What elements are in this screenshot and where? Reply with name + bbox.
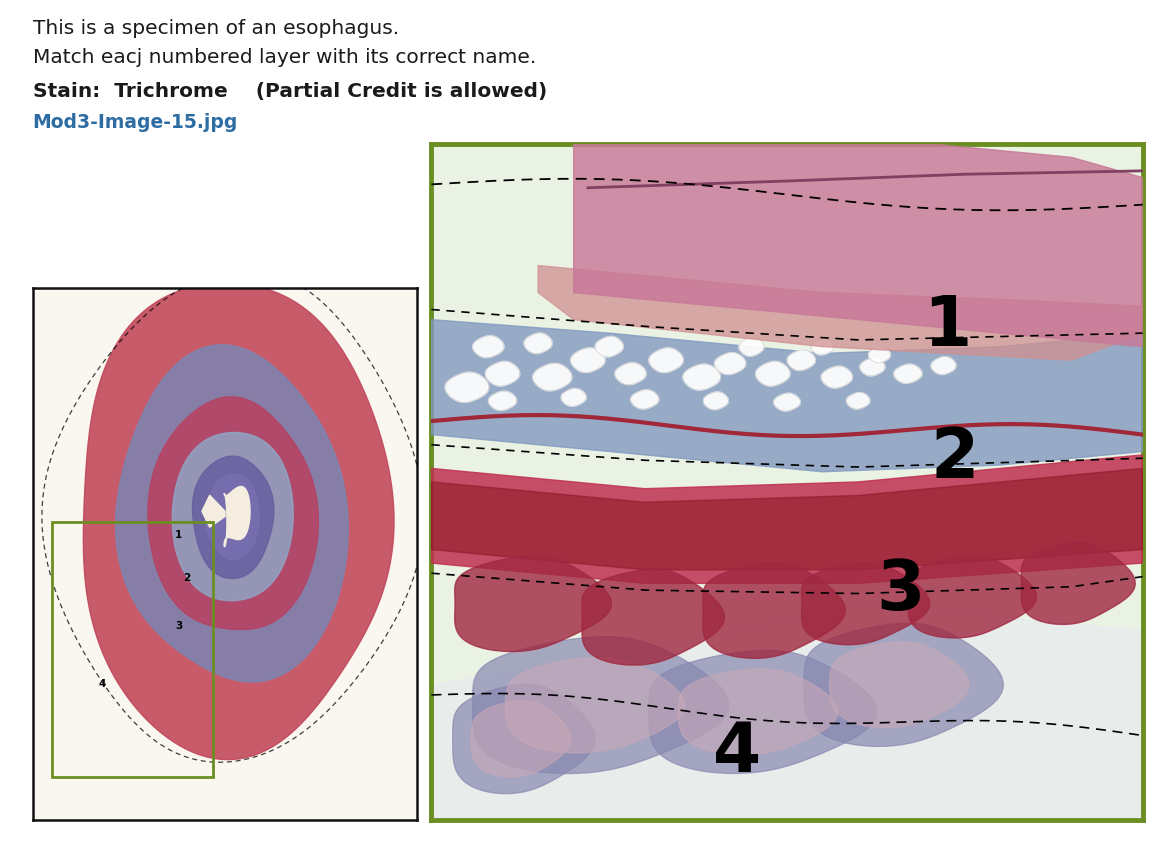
- Text: Match eacj numbered layer with its correct name.: Match eacj numbered layer with its corre…: [33, 48, 536, 67]
- Polygon shape: [683, 364, 721, 390]
- Polygon shape: [192, 456, 274, 579]
- Polygon shape: [489, 391, 517, 410]
- Polygon shape: [115, 345, 349, 682]
- Text: 2: 2: [930, 425, 978, 491]
- Polygon shape: [431, 144, 1143, 820]
- Polygon shape: [894, 364, 922, 383]
- Polygon shape: [148, 397, 318, 629]
- Polygon shape: [1021, 543, 1136, 624]
- Text: Mod3-Image-15.jpg: Mod3-Image-15.jpg: [33, 113, 238, 132]
- Polygon shape: [859, 358, 885, 376]
- Polygon shape: [539, 265, 1143, 360]
- Polygon shape: [455, 556, 611, 651]
- Polygon shape: [908, 556, 1037, 638]
- Text: 4: 4: [98, 680, 106, 689]
- Polygon shape: [582, 569, 724, 665]
- Polygon shape: [830, 642, 969, 728]
- Polygon shape: [930, 357, 956, 374]
- Polygon shape: [472, 637, 729, 774]
- Polygon shape: [679, 669, 837, 755]
- Polygon shape: [561, 389, 586, 407]
- Polygon shape: [649, 348, 683, 372]
- Polygon shape: [703, 562, 845, 658]
- Bar: [52, 522, 213, 777]
- Polygon shape: [205, 474, 259, 560]
- Text: This is a specimen of an esophagus.: This is a specimen of an esophagus.: [33, 19, 399, 38]
- Polygon shape: [431, 468, 1143, 570]
- Polygon shape: [574, 144, 1143, 347]
- Polygon shape: [533, 364, 571, 391]
- Polygon shape: [431, 455, 1143, 584]
- Polygon shape: [570, 348, 605, 372]
- Polygon shape: [445, 372, 489, 402]
- Text: 3: 3: [877, 556, 925, 624]
- Text: 2: 2: [183, 573, 190, 583]
- Polygon shape: [787, 350, 815, 371]
- Polygon shape: [703, 392, 729, 410]
- Polygon shape: [756, 361, 791, 386]
- Polygon shape: [431, 603, 1143, 820]
- Polygon shape: [821, 366, 852, 388]
- Polygon shape: [83, 283, 394, 759]
- Polygon shape: [472, 336, 504, 358]
- Polygon shape: [431, 319, 1143, 472]
- Polygon shape: [595, 336, 624, 357]
- Polygon shape: [631, 389, 659, 409]
- Text: 1: 1: [175, 530, 183, 540]
- Polygon shape: [485, 361, 520, 386]
- Polygon shape: [805, 623, 1003, 746]
- Polygon shape: [614, 363, 646, 384]
- Polygon shape: [869, 347, 891, 363]
- Polygon shape: [202, 496, 225, 527]
- Text: Stain:  Trichrome    (Partial Credit is allowed): Stain: Trichrome (Partial Credit is allo…: [33, 82, 547, 101]
- Text: 1: 1: [923, 293, 971, 360]
- Polygon shape: [524, 333, 553, 354]
- Polygon shape: [452, 684, 595, 794]
- Polygon shape: [224, 486, 250, 547]
- Polygon shape: [505, 657, 684, 752]
- Polygon shape: [649, 651, 877, 774]
- Text: 4: 4: [714, 719, 761, 786]
- Polygon shape: [810, 338, 835, 355]
- Polygon shape: [173, 432, 293, 601]
- Text: 3: 3: [175, 621, 183, 631]
- Polygon shape: [471, 701, 570, 777]
- Polygon shape: [774, 393, 800, 411]
- Polygon shape: [715, 353, 746, 375]
- Polygon shape: [847, 393, 870, 409]
- Polygon shape: [739, 337, 764, 356]
- Polygon shape: [801, 562, 929, 645]
